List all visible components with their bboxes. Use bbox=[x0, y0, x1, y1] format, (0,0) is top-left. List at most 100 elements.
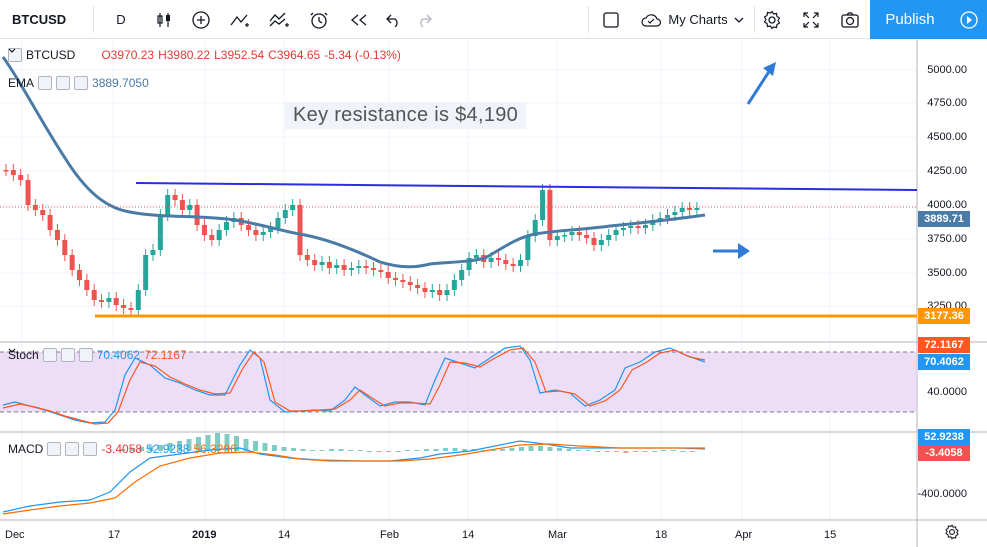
macd-histogram-bar bbox=[547, 447, 553, 451]
alert-clock-icon[interactable] bbox=[303, 0, 335, 39]
candle-body bbox=[319, 262, 325, 265]
legend-low: L3952.54 bbox=[214, 48, 265, 62]
chart-area[interactable]: BTCUSD O3970.23 H3980.22 L3952.54 C3964.… bbox=[0, 40, 987, 547]
toolbar-divider bbox=[754, 6, 755, 33]
fullscreen-icon[interactable] bbox=[795, 0, 827, 39]
candle-body bbox=[598, 240, 604, 245]
candle-body bbox=[422, 288, 428, 292]
time-axis-label: 17 bbox=[108, 529, 121, 541]
gear-icon[interactable] bbox=[56, 76, 71, 90]
chevron-down-icon[interactable] bbox=[8, 48, 16, 54]
candle-body bbox=[62, 240, 68, 255]
close-icon[interactable] bbox=[74, 76, 89, 90]
stoch-k-value: 70.4062 bbox=[96, 348, 141, 362]
publish-button[interactable]: Publish bbox=[870, 0, 950, 39]
gear-icon[interactable] bbox=[65, 442, 80, 456]
candle-body bbox=[407, 282, 413, 285]
compare-icon[interactable] bbox=[264, 0, 296, 39]
stoch-d-value: 72.1167 bbox=[144, 348, 187, 362]
ema-label[interactable]: EMA bbox=[8, 76, 35, 90]
my-charts-button[interactable]: My Charts bbox=[630, 0, 754, 39]
stoch-d-line bbox=[2, 347, 706, 425]
macd-histogram-bar bbox=[348, 450, 353, 451]
macd-histogram-bar bbox=[680, 451, 686, 452]
candle-body bbox=[532, 220, 538, 236]
candle-body bbox=[209, 235, 215, 240]
layout-square-icon[interactable] bbox=[596, 0, 626, 39]
close-icon[interactable] bbox=[83, 442, 98, 456]
macd-histogram-bar bbox=[595, 451, 600, 452]
macd-histogram bbox=[120, 433, 695, 453]
time-axis-label: Feb bbox=[380, 529, 399, 541]
candle-body bbox=[260, 232, 266, 235]
support-price-tag: 3177.36 bbox=[918, 308, 970, 324]
candle-body bbox=[665, 215, 670, 218]
close-icon[interactable] bbox=[78, 348, 93, 362]
candle-body bbox=[143, 255, 149, 290]
gear-icon[interactable] bbox=[944, 524, 966, 546]
macd-histogram-bar bbox=[291, 448, 296, 451]
eye-icon[interactable] bbox=[38, 76, 53, 90]
candlestick-series bbox=[3, 164, 700, 316]
candle-body bbox=[54, 230, 60, 240]
chevron-down-icon bbox=[734, 17, 744, 23]
redo-icon[interactable] bbox=[408, 0, 440, 39]
candle-body bbox=[495, 258, 501, 260]
macd-histogram-bar bbox=[424, 449, 429, 451]
undo-icon[interactable] bbox=[378, 0, 410, 39]
gear-icon[interactable] bbox=[60, 348, 75, 362]
candles-icon[interactable] bbox=[148, 0, 180, 39]
macd-value: 52.9238 bbox=[146, 442, 190, 456]
candle-body bbox=[157, 215, 163, 250]
replay-icon[interactable] bbox=[343, 0, 375, 39]
chart-canvas[interactable] bbox=[0, 40, 987, 547]
candle-body bbox=[554, 236, 560, 240]
macd-histogram-bar bbox=[661, 450, 667, 451]
chevron-down-icon[interactable] bbox=[8, 348, 16, 354]
time-axis-label: Dec bbox=[5, 529, 25, 541]
add-indicator-icon[interactable] bbox=[185, 0, 217, 39]
macd-histogram-bar bbox=[139, 447, 144, 451]
macd-histogram-bar bbox=[500, 449, 505, 451]
candle-body bbox=[385, 272, 391, 278]
main-legend: BTCUSD O3970.23 H3980.22 L3952.54 C3964.… bbox=[8, 48, 401, 62]
macd-hist-tag: -3.4058 bbox=[918, 445, 970, 461]
macd-tag: 52.9238 bbox=[918, 429, 970, 445]
candle-body bbox=[525, 236, 531, 260]
candle-body bbox=[451, 280, 457, 290]
macd-label[interactable]: MACD bbox=[8, 442, 44, 456]
candle-body bbox=[40, 210, 46, 215]
publish-play-icon[interactable] bbox=[950, 0, 987, 39]
candle-body bbox=[672, 212, 678, 215]
stoch-label[interactable]: Stoch bbox=[8, 348, 39, 362]
camera-icon[interactable] bbox=[834, 0, 866, 39]
symbol-search-button[interactable]: BTCUSD bbox=[12, 12, 67, 27]
macd-histogram-bar bbox=[443, 448, 448, 451]
candle-body bbox=[99, 300, 105, 302]
time-axis-label: 2019 bbox=[192, 529, 217, 541]
indicators-icon[interactable] bbox=[225, 0, 257, 39]
macd-histogram-bar bbox=[205, 435, 211, 451]
candle-body bbox=[540, 190, 546, 220]
price-axis-label: 3500.00 bbox=[927, 267, 967, 279]
macd-histogram-bar bbox=[310, 450, 315, 451]
interval-button[interactable]: D bbox=[116, 12, 126, 27]
eye-icon[interactable] bbox=[42, 348, 57, 362]
candle-body bbox=[584, 235, 590, 238]
time-axis-label: Apr bbox=[735, 529, 753, 541]
gear-icon[interactable] bbox=[756, 0, 788, 39]
legend-symbol[interactable]: BTCUSD bbox=[26, 48, 76, 62]
eye-icon[interactable] bbox=[47, 442, 62, 456]
candle-body bbox=[18, 175, 24, 180]
macd-histogram-bar bbox=[509, 448, 515, 451]
macd-histogram-bar bbox=[186, 439, 192, 451]
annotation-text[interactable]: Key resistance is $4,190 bbox=[285, 102, 527, 129]
stoch-axis-label: 40.0000 bbox=[927, 386, 967, 398]
macd-histogram-bar bbox=[433, 449, 439, 451]
macd-histogram-bar bbox=[120, 449, 125, 451]
candle-body bbox=[510, 264, 516, 266]
candle-body bbox=[459, 270, 465, 280]
resistance-trendline bbox=[135, 182, 918, 191]
candle-body bbox=[275, 218, 281, 228]
macd-histogram-bar bbox=[386, 451, 391, 452]
